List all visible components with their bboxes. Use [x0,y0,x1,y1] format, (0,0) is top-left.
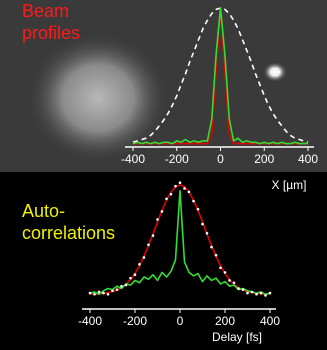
data-point [187,190,191,194]
data-point [201,222,204,226]
data-point [165,197,168,201]
x-axis-label: X [µm] [272,178,307,192]
data-point [106,292,110,296]
data-point [147,243,150,247]
x-tick-label: 0 [177,314,184,328]
x-tick-label: 200 [254,152,274,166]
data-point [88,291,92,295]
data-point [133,273,137,277]
lower-panel [0,172,327,350]
data-point [156,218,159,221]
x-tick-label: 0 [217,152,224,166]
data-point [192,199,195,203]
data-point [93,292,96,296]
series-line [132,7,309,144]
data-point [174,184,177,188]
data-point [124,283,128,287]
data-point [210,245,213,249]
x-tick-label: 400 [260,314,280,328]
x-axis-label: Delay [fs] [212,330,262,344]
annotation: Beam [22,1,69,21]
annotation: Auto- [22,201,65,221]
data-point [205,232,209,235]
data-point [120,284,123,288]
data-point [214,253,218,257]
x-tick-label: -200 [123,314,147,328]
data-point [151,234,155,237]
data-point [138,263,141,266]
data-point [178,181,182,184]
x-tick-label: -200 [165,152,189,166]
data-point [228,279,231,282]
x-tick-label: 400 [298,152,318,166]
data-point [183,187,186,190]
data-point [241,288,245,291]
data-point [111,289,114,293]
annotation: profiles [22,23,80,43]
data-point [129,276,132,280]
data-point [115,288,119,291]
data-point [97,290,101,294]
data-point [160,210,164,213]
data-point [259,291,263,295]
data-point [102,291,105,295]
series-line [132,7,308,145]
data-point [223,271,227,274]
data-point [237,287,240,290]
annotation: correlations [22,223,115,243]
x-tick-label: -400 [78,314,102,328]
data-point [255,292,258,296]
data-point [219,266,222,270]
data-point [232,281,236,285]
data-point [246,291,249,295]
data-point [169,192,173,196]
beam-spot [26,32,170,164]
data-point [250,290,254,294]
data-point [264,294,267,297]
data-point [268,291,272,295]
series-line [89,190,271,296]
x-tick-label: -400 [121,152,145,166]
data-point [196,207,200,211]
data-point [142,256,146,259]
focus-spot [263,62,287,82]
x-tick-label: 200 [215,314,235,328]
